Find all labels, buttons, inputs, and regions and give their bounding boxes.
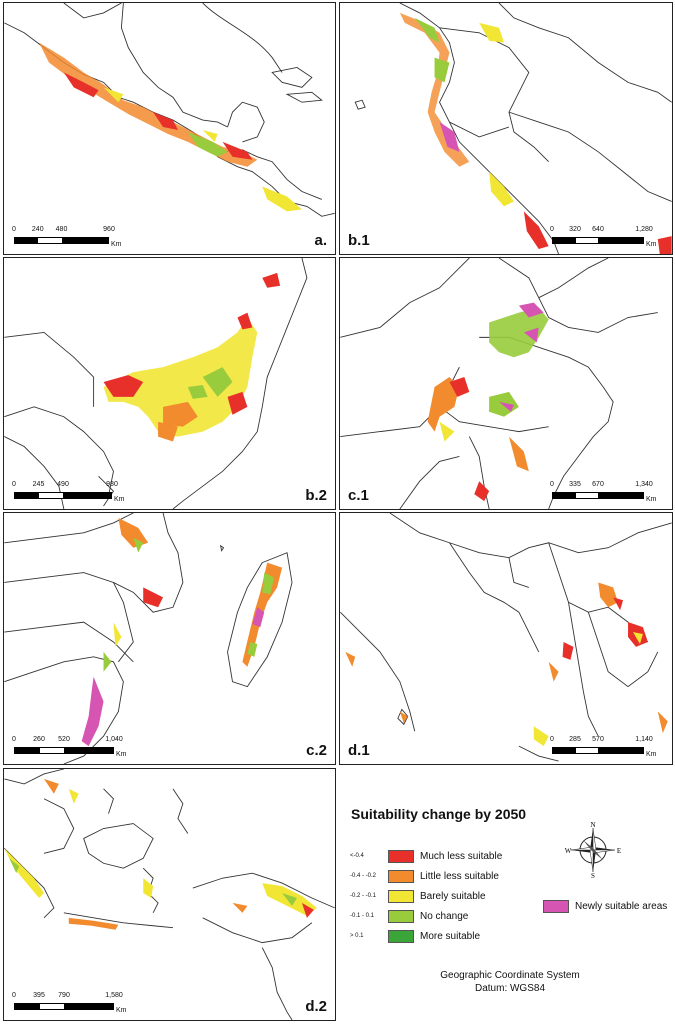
- panel-label-c2: c.2: [306, 742, 327, 759]
- scale-bar-b2: 0 245 490 980 Km: [12, 481, 125, 503]
- map-d1-svg: [340, 513, 672, 762]
- map-panel-d2: 0 395 790 1,580 Km d.2: [3, 768, 336, 1021]
- map-panel-d1: 0 285 570 1,140 Km d.1: [339, 512, 673, 765]
- map-a-svg: [4, 3, 335, 217]
- scale-bar-c1: 0 335 670 1,340 Km: [550, 481, 657, 503]
- legend-item-barely: -0.2 - -0.1 Barely suitable: [350, 889, 486, 903]
- scale-bar-a: 0 240 480 960 Km: [12, 226, 122, 248]
- legend-item-newly: Newly suitable areas: [543, 900, 667, 913]
- map-c1-svg: [340, 258, 658, 509]
- suitability-patches-a: [39, 42, 302, 212]
- suitability-patches-c2: [81, 517, 283, 747]
- legend-swatch: [388, 929, 414, 943]
- panel-label-d2: d.2: [305, 998, 327, 1015]
- compass-w: W: [565, 847, 572, 855]
- map-panel-b1: 0 320 640 1,280 Km b.1: [339, 2, 673, 255]
- panel-label-b2: b.2: [305, 487, 327, 504]
- legend-item-much-less: <-0.4 Much less suitable: [350, 849, 503, 863]
- legend-title: Suitability change by 2050: [351, 806, 527, 822]
- legend-swatch: [388, 869, 414, 883]
- suitability-patches-c1: [427, 302, 549, 502]
- map-d2-svg: [4, 769, 335, 1020]
- legend-swatch: [388, 909, 414, 923]
- panel-label-d1: d.1: [348, 742, 370, 759]
- panel-label-b1: b.1: [348, 232, 370, 249]
- suitability-patches-b1: [399, 12, 672, 254]
- legend-swatch: [388, 849, 414, 863]
- panel-label-a: a.: [314, 232, 327, 249]
- scale-bar-b1: 0 320 640 1,280 Km: [550, 226, 657, 248]
- legend-swatch: [543, 900, 569, 913]
- compass-s: S: [591, 872, 595, 878]
- legend-item-more: > 0.1 More suitable: [350, 929, 481, 943]
- suitability-patches-b2: [103, 272, 281, 442]
- footer-datum: Datum: WGS84: [474, 983, 546, 994]
- map-b2-svg: [4, 258, 308, 509]
- footer-coordinate-system: Geographic Coordinate System: [440, 970, 580, 981]
- compass-e: E: [617, 847, 621, 855]
- map-panel-a: 0 240 480 960 Km a.: [3, 2, 336, 255]
- legend-item-no-change: -0.1 - 0.1 No change: [350, 909, 469, 923]
- scale-bar-d1: 0 285 570 1,140 Km: [550, 736, 657, 758]
- scale-bar-d2: 0 395 790 1,580 Km: [12, 992, 127, 1014]
- panel-label-c1: c.1: [348, 487, 369, 504]
- suitability-patches-d2: [4, 778, 317, 930]
- scale-bar-c2: 0 260 520 1,040 Km: [12, 736, 127, 758]
- map-panel-c1: 0 335 670 1,340 Km c.1: [339, 257, 673, 510]
- map-c2-svg: [4, 513, 293, 764]
- legend-item-little-less: -0.4 - -0.2 Little less suitable: [350, 869, 499, 883]
- map-panel-c2: 0 260 520 1,040 Km c.2: [3, 512, 336, 765]
- map-b1-svg: [354, 3, 672, 254]
- map-panel-b2: 0 245 490 980 Km b.2: [3, 257, 336, 510]
- compass-rose-icon: N S E W: [565, 821, 621, 880]
- compass-n: N: [590, 822, 595, 829]
- legend-swatch: [388, 889, 414, 903]
- suitability-patches-d1: [345, 582, 668, 747]
